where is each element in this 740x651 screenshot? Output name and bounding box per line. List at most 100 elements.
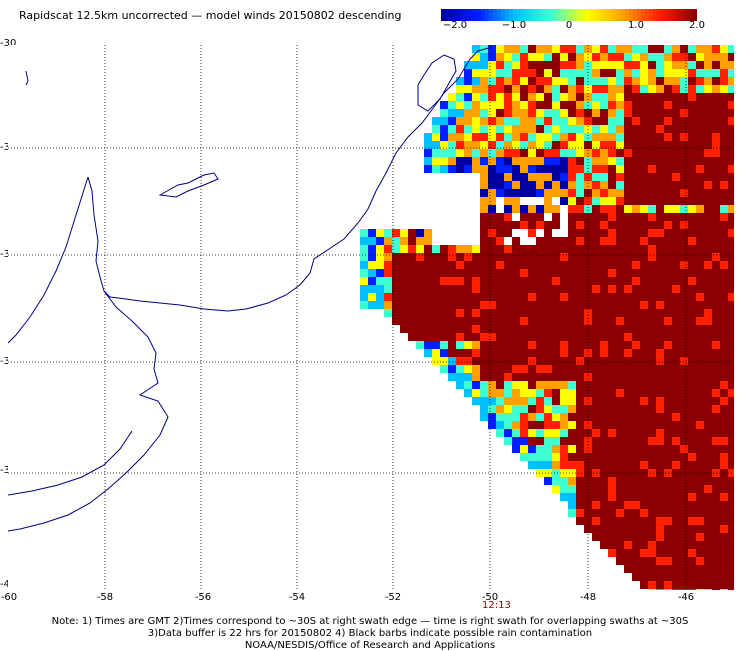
swath-cell [584,517,592,525]
swath-cell [576,389,584,397]
swath-cell [536,221,544,229]
swath-cell [512,245,520,253]
swath-cell [496,133,504,141]
swath-cell [496,389,504,397]
swath-cell [512,389,520,397]
swath-cell [656,453,664,461]
swath-cell [432,261,440,269]
swath-cell [464,245,472,253]
swath-cell [512,157,520,165]
swath-cell [720,149,728,157]
swath-cell [480,269,488,277]
swath-cell [432,349,440,357]
swath-cell [496,317,504,325]
swath-cell [720,413,728,421]
swath-cell [656,269,664,277]
swath-cell [680,365,688,373]
swath-cell [504,117,512,125]
swath-cell [648,389,656,397]
swath-cell [664,93,672,101]
swath-cell [728,125,734,133]
swath-cell [504,293,512,301]
colorbar-segment [453,9,458,21]
swath-cell [520,421,528,429]
colorbar-segment [497,9,502,21]
swath-cell [728,221,734,229]
swath-cell [536,101,544,109]
swath-cell [536,141,544,149]
swath-cell [696,477,704,485]
colorbar-segment [553,9,558,21]
swath-cell [704,533,712,541]
swath-cell [720,501,728,509]
swath-cell [696,557,704,565]
swath-cell [600,461,608,469]
swath-cell [552,477,560,485]
swath-cell [656,565,664,573]
swath-cell [672,85,680,93]
swath-cell [640,357,648,365]
swath-cell [496,333,504,341]
swath-cell [512,269,520,277]
swath-cell [560,301,568,309]
swath-cell [576,85,584,93]
colorbar-segment [557,9,562,21]
swath-cell [552,317,560,325]
swath-cell [448,325,456,333]
swath-cell [640,453,648,461]
swath-cell [568,253,576,261]
swath-cell [560,493,568,501]
swath-cell [728,53,734,61]
swath-cell [664,549,672,557]
swath-cell [664,261,672,269]
swath-cell [624,157,632,165]
swath-cell [464,149,472,157]
colorbar-segment [493,9,498,21]
swath-cell [456,261,464,269]
swath-cell [672,197,680,205]
swath-cell [640,445,648,453]
swath-cell [688,429,696,437]
swath-cell [648,317,656,325]
swath-cell [672,349,680,357]
swath-cell [496,125,504,133]
swath-cell [656,461,664,469]
swath-cell [592,269,600,277]
swath-cell [456,157,464,165]
swath-cell [600,77,608,85]
swath-cell [424,133,432,141]
swath-cell [664,317,672,325]
swath-cell [528,165,536,173]
swath-cell [360,269,368,277]
swath-cell [472,269,480,277]
swath-cell [648,261,656,269]
swath-cell [440,149,448,157]
swath-cell [488,61,496,69]
swath-cell [728,157,734,165]
swath-cell [728,493,734,501]
swath-cell [640,541,648,549]
swath-cell [440,133,448,141]
swath-cell [496,365,504,373]
swath-cell [528,141,536,149]
swath-cell [616,381,624,389]
swath-cell [632,477,640,485]
swath-cell [696,53,704,61]
swath-cell [464,141,472,149]
swath-cell [440,125,448,133]
swath-cell [480,181,488,189]
swath-cell [648,477,656,485]
swath-cell [656,285,664,293]
swath-cell [552,181,560,189]
swath-cell [624,109,632,117]
swath-cell [624,197,632,205]
swath-cell [664,485,672,493]
swath-cell [528,381,536,389]
swath-cell [576,517,584,525]
swath-cell [728,397,734,405]
swath-cell [456,253,464,261]
swath-cell [560,285,568,293]
swath-cell [440,141,448,149]
swath-cell [520,45,528,53]
swath-cell [720,349,728,357]
